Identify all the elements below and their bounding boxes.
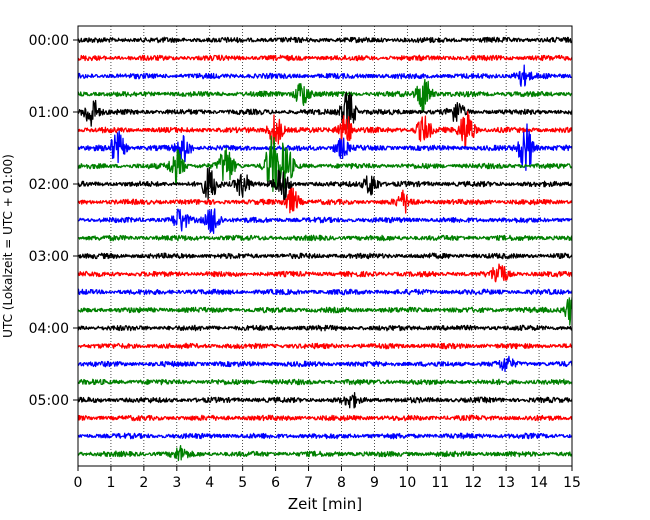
trace-line bbox=[78, 234, 572, 242]
x-tick-label: 0 bbox=[74, 475, 83, 491]
y-tick-label: 02:00 bbox=[29, 177, 69, 193]
x-tick-label: 9 bbox=[370, 475, 379, 491]
trace-line bbox=[78, 252, 572, 260]
trace-line bbox=[78, 355, 572, 372]
trace-lines bbox=[78, 36, 572, 462]
x-tick-label: 12 bbox=[464, 475, 482, 491]
y-tick-label: 04:00 bbox=[29, 321, 69, 337]
trace-line bbox=[78, 64, 572, 87]
trace-line bbox=[78, 208, 572, 234]
y-axis-ticks: 00:00 01:00 02:00 03:00 04:00 05:00 bbox=[29, 33, 78, 409]
x-tick-label: 2 bbox=[139, 475, 148, 491]
trace-line bbox=[78, 123, 572, 172]
x-tick-label: 4 bbox=[205, 475, 214, 491]
x-tick-label: 15 bbox=[563, 475, 581, 491]
trace-line bbox=[78, 263, 572, 283]
trace-line bbox=[78, 414, 572, 422]
trace-line bbox=[78, 54, 572, 62]
trace-line bbox=[78, 187, 572, 214]
y-axis-label: UTC (Lokalzeit = UTC + 01:00) bbox=[1, 154, 15, 338]
trace-line bbox=[78, 135, 572, 193]
trace-line bbox=[78, 297, 572, 326]
x-tick-label: 13 bbox=[497, 475, 515, 491]
y-tick-label: 01:00 bbox=[29, 105, 69, 121]
trace-line bbox=[78, 167, 572, 202]
trace-line bbox=[78, 432, 572, 440]
x-tick-label: 10 bbox=[398, 475, 416, 491]
trace-line bbox=[78, 110, 572, 149]
x-tick-label: 6 bbox=[271, 475, 280, 491]
trace-line bbox=[78, 391, 572, 409]
trace-line bbox=[78, 444, 572, 462]
trace-line bbox=[78, 78, 572, 113]
x-tick-label: 8 bbox=[337, 475, 346, 491]
trace-line bbox=[78, 288, 572, 296]
x-axis-ticks: 0 1 2 3 4 5 6 7 8 9 10 11 12 13 14 15 bbox=[74, 466, 581, 491]
trace-line bbox=[78, 36, 572, 44]
trace-line bbox=[78, 324, 572, 332]
x-axis-label: Zeit [min] bbox=[288, 495, 362, 513]
x-tick-label: 5 bbox=[238, 475, 247, 491]
x-grid bbox=[110, 26, 540, 466]
y-tick-label: 05:00 bbox=[29, 393, 69, 409]
x-tick-label: 14 bbox=[530, 475, 548, 491]
y-tick-label: 00:00 bbox=[29, 33, 69, 49]
trace-line bbox=[78, 342, 572, 350]
x-tick-label: 3 bbox=[172, 475, 181, 491]
x-tick-label: 7 bbox=[304, 475, 313, 491]
trace-line bbox=[78, 91, 572, 131]
x-tick-label: 1 bbox=[106, 475, 115, 491]
y-tick-label: 03:00 bbox=[29, 249, 69, 265]
trace-line bbox=[78, 378, 572, 386]
plot-frame bbox=[77, 25, 573, 467]
x-tick-label: 11 bbox=[431, 475, 449, 491]
